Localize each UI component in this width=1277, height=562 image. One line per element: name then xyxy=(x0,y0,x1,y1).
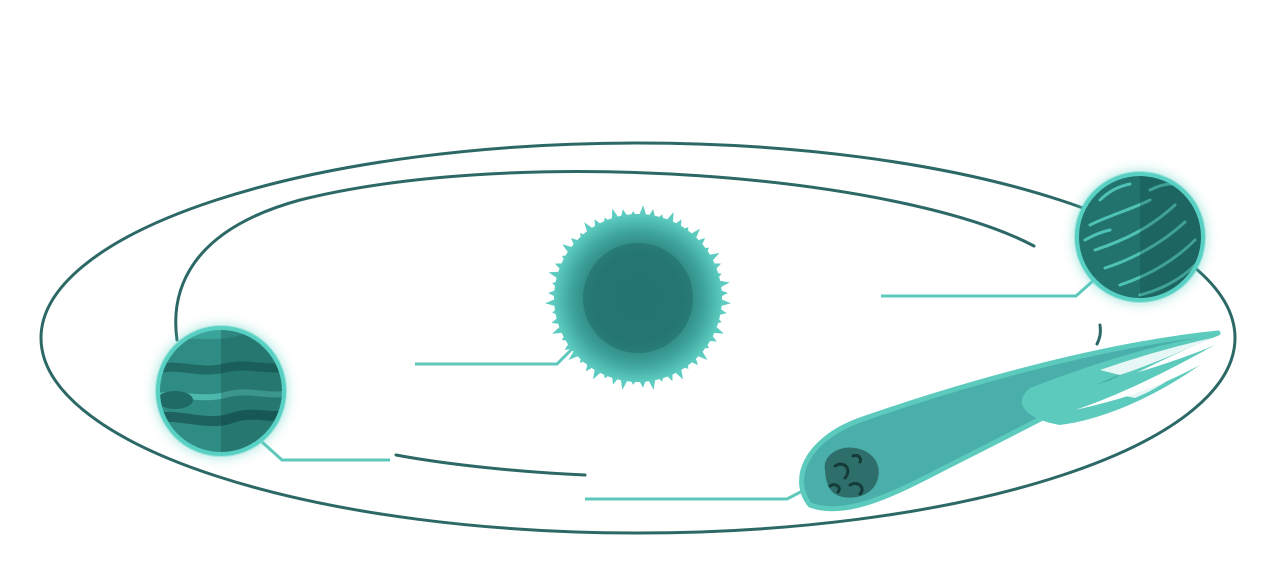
inner-orbit-segment-right xyxy=(1095,323,1102,346)
inner-orbit-segment-bottom xyxy=(394,453,587,477)
star-leader-line xyxy=(415,347,574,366)
comet-leader-line xyxy=(585,484,813,501)
comet-icon xyxy=(799,330,1221,512)
planet-right-leader-line xyxy=(881,278,1095,298)
banded-planet-icon xyxy=(155,325,287,457)
planet-left-leader-line xyxy=(260,440,390,462)
star-icon xyxy=(545,205,731,390)
inner-orbit xyxy=(174,170,1036,342)
streaked-planet-icon xyxy=(1074,171,1206,303)
outer-orbit xyxy=(39,141,1237,535)
